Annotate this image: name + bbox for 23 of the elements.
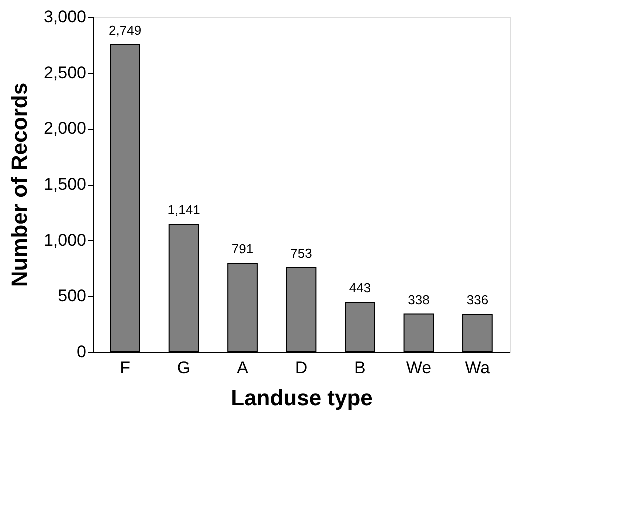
x-tick-label: We <box>406 358 432 378</box>
data-label: 338 <box>408 292 430 308</box>
y-tick-label: 1,500 <box>44 175 86 194</box>
data-label: 753 <box>290 246 312 261</box>
y-tick-label: 1,000 <box>44 230 86 250</box>
y-tick-label: 2,500 <box>44 63 86 82</box>
data-label: 1,141 <box>168 202 200 218</box>
x-tick-label: F <box>120 358 130 378</box>
x-tick-label: D <box>295 358 308 378</box>
data-label: 791 <box>232 242 254 257</box>
x-tick-label: B <box>354 358 366 378</box>
y-tick-label: 2,000 <box>44 119 86 138</box>
x-tick-label: A <box>237 358 250 378</box>
data-label: 2,749 <box>109 23 142 38</box>
x-axis-title: Landuse type <box>231 386 373 410</box>
data-label: 336 <box>466 292 489 308</box>
y-tick-label: 0 <box>77 342 86 362</box>
y-tick-label: 3,000 <box>44 8 86 26</box>
data-label: 443 <box>349 280 372 296</box>
x-tick-label: Wa <box>465 358 491 378</box>
y-tick-label: 500 <box>58 286 86 306</box>
x-tick-label: G <box>177 358 191 378</box>
y-axis-title: Number of Records <box>6 82 32 288</box>
